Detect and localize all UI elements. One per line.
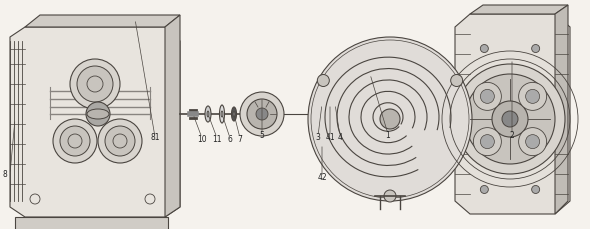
Circle shape — [465, 75, 555, 164]
Circle shape — [247, 100, 277, 129]
Ellipse shape — [221, 112, 223, 117]
Circle shape — [77, 67, 113, 103]
Circle shape — [60, 126, 90, 156]
Polygon shape — [25, 16, 180, 28]
Ellipse shape — [207, 112, 209, 117]
Circle shape — [480, 45, 489, 53]
Text: 6: 6 — [228, 134, 232, 143]
Text: 11: 11 — [212, 134, 222, 143]
Circle shape — [480, 186, 489, 194]
Circle shape — [532, 186, 540, 194]
Circle shape — [532, 45, 540, 53]
Text: 81: 81 — [150, 133, 160, 142]
Circle shape — [256, 109, 268, 120]
Circle shape — [70, 60, 120, 109]
Circle shape — [384, 190, 396, 202]
Polygon shape — [15, 217, 168, 229]
Circle shape — [308, 38, 472, 201]
Circle shape — [473, 83, 501, 111]
Polygon shape — [165, 16, 180, 217]
Text: 3: 3 — [316, 132, 320, 141]
Circle shape — [317, 75, 329, 87]
Polygon shape — [455, 15, 570, 214]
Circle shape — [473, 128, 501, 156]
Text: 42: 42 — [317, 173, 327, 182]
Text: 10: 10 — [197, 134, 207, 143]
Circle shape — [105, 126, 135, 156]
Polygon shape — [470, 6, 568, 15]
Circle shape — [526, 135, 540, 149]
Circle shape — [310, 97, 346, 132]
Circle shape — [502, 112, 518, 128]
Polygon shape — [10, 28, 180, 217]
Circle shape — [455, 65, 565, 174]
Polygon shape — [555, 6, 568, 214]
Text: 41: 41 — [325, 132, 335, 141]
Ellipse shape — [205, 106, 211, 123]
Ellipse shape — [231, 108, 237, 121]
Circle shape — [316, 103, 340, 126]
Ellipse shape — [87, 109, 109, 120]
Circle shape — [519, 83, 546, 111]
Circle shape — [451, 75, 463, 87]
Circle shape — [492, 101, 528, 137]
Circle shape — [480, 135, 494, 149]
Ellipse shape — [233, 112, 235, 117]
Circle shape — [322, 109, 334, 120]
Circle shape — [380, 109, 400, 129]
Circle shape — [53, 120, 97, 163]
Text: 2: 2 — [510, 131, 514, 140]
Circle shape — [315, 131, 331, 147]
Circle shape — [480, 90, 494, 104]
Circle shape — [526, 90, 540, 104]
Text: 7: 7 — [238, 134, 242, 143]
Ellipse shape — [219, 106, 225, 123]
Text: 1: 1 — [386, 130, 391, 139]
Text: 8: 8 — [2, 170, 8, 179]
Circle shape — [327, 134, 339, 145]
Circle shape — [519, 128, 546, 156]
Circle shape — [86, 103, 110, 126]
Circle shape — [98, 120, 142, 163]
Text: 5: 5 — [260, 130, 264, 139]
Text: 4: 4 — [337, 132, 342, 141]
Circle shape — [240, 93, 284, 136]
